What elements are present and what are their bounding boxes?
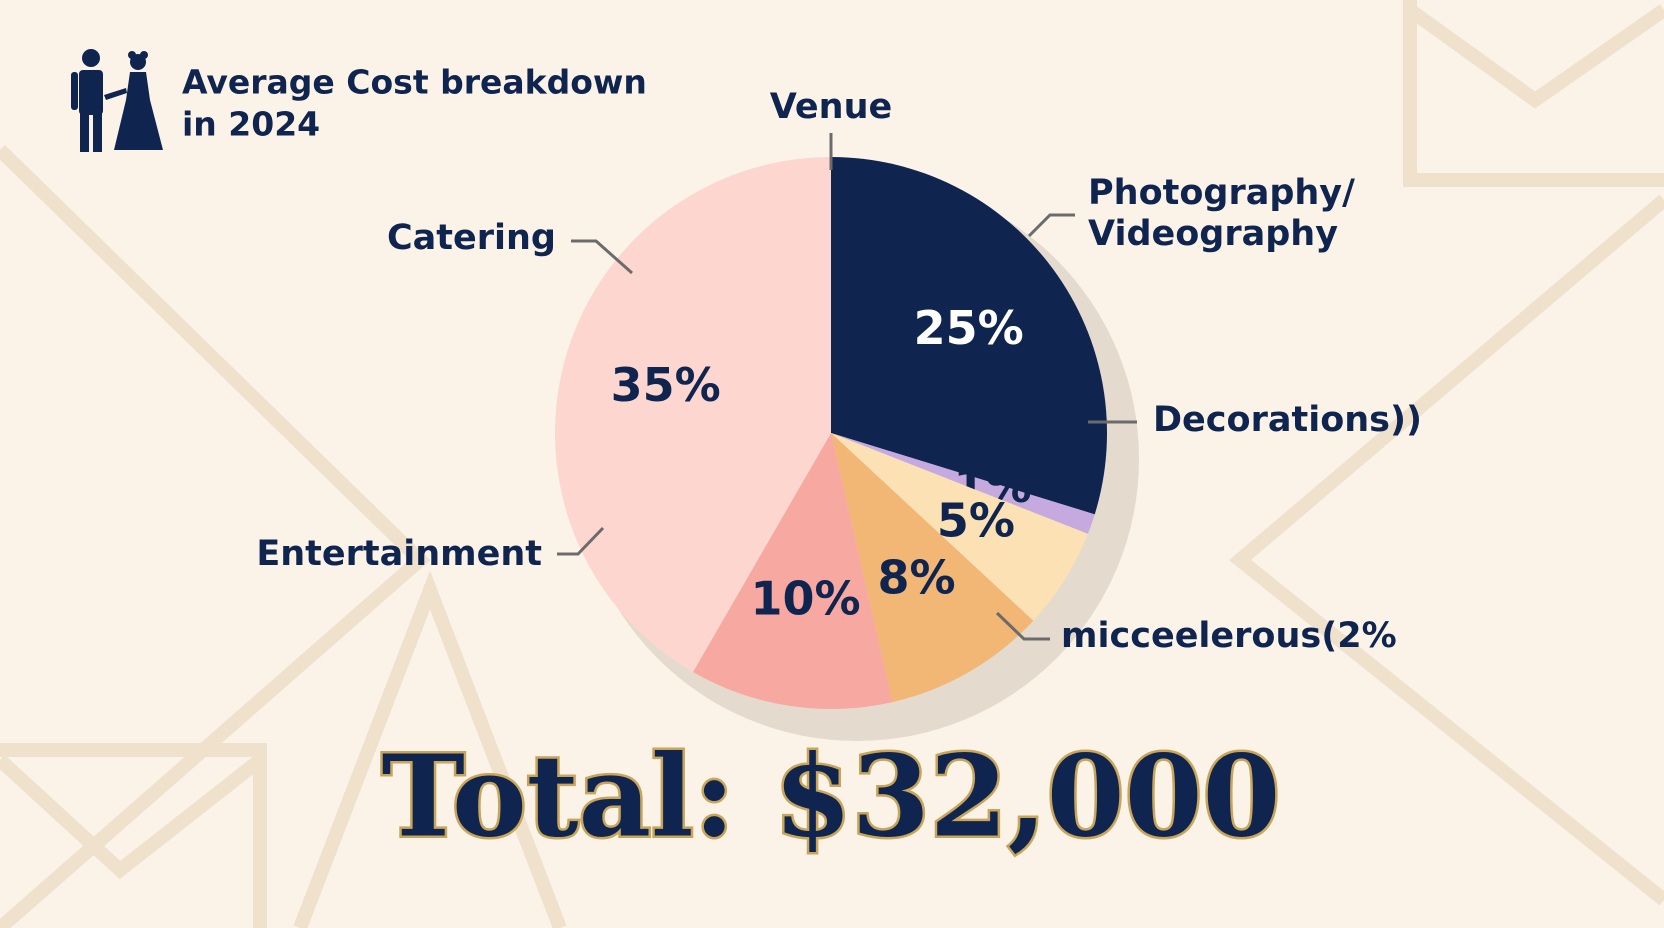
pie-slice <box>693 433 893 709</box>
value-label: 8% <box>878 551 956 605</box>
value-label: 35% <box>611 358 721 412</box>
category-label: Decorations)) <box>1153 400 1422 440</box>
category-label: Venue <box>770 87 892 127</box>
pie-slice <box>555 157 831 673</box>
pie-slice <box>831 433 1095 534</box>
pie: 25%1%5%8%10%35% <box>555 157 1107 709</box>
category-label: micceelerous(2% <box>1061 616 1397 656</box>
pie-slice <box>831 157 1107 515</box>
pie-slice <box>831 433 1088 621</box>
value-label: 10% <box>750 572 860 626</box>
category-label: Photography/ <box>1088 173 1355 213</box>
value-label: 5% <box>937 494 1015 548</box>
category-label: Catering <box>387 218 556 258</box>
leader-lines <box>557 133 1137 641</box>
value-label: 25% <box>914 301 1024 355</box>
total: Total: $32,000 <box>382 731 1281 862</box>
couple-icon <box>71 49 163 152</box>
category-label: Videography <box>1088 214 1338 254</box>
title-line: in 2024 <box>182 105 320 144</box>
category-label: Entertainment <box>256 534 542 574</box>
title-line: Average Cost breakdown <box>182 63 647 102</box>
pie-slice <box>831 433 1034 703</box>
